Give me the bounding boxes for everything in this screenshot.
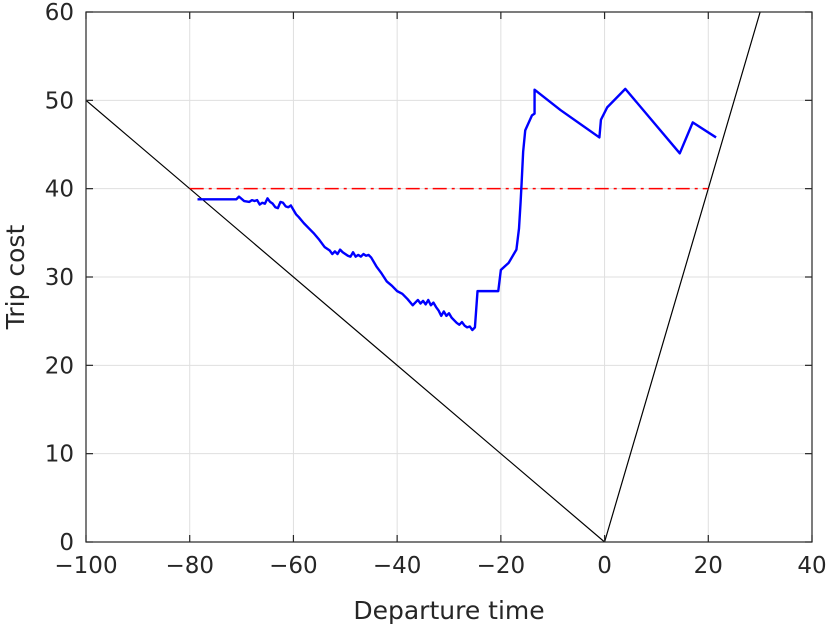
x-tick-label: 40 [797, 553, 826, 579]
x-tick-label: −80 [165, 553, 214, 579]
x-tick-label: −40 [373, 553, 422, 579]
grid [86, 12, 812, 542]
y-tick-label: 40 [45, 177, 74, 203]
y-axis-label: Trip cost [1, 225, 30, 331]
y-tick-label: 30 [45, 265, 74, 291]
x-tick-label: −20 [477, 553, 526, 579]
trip-cost-curve [197, 87, 717, 332]
x-tick-label: 20 [694, 553, 723, 579]
axis-ticks: −100 −80 −60 −40 −20 0 20 40 0 10 20 30 40 50 60 [45, 0, 827, 579]
y-tick-label: 60 [45, 0, 74, 26]
y-tick-label: 50 [45, 88, 74, 114]
y-tick-label: 10 [45, 442, 74, 468]
y-tick-label: 0 [59, 530, 74, 556]
x-tick-label: −60 [269, 553, 318, 579]
x-tick-label: −100 [54, 553, 117, 579]
plot-lines [86, 12, 761, 542]
y-tick-label: 20 [45, 353, 74, 379]
x-tick-label: 0 [597, 553, 612, 579]
x-axis-label: Departure time [353, 596, 544, 625]
